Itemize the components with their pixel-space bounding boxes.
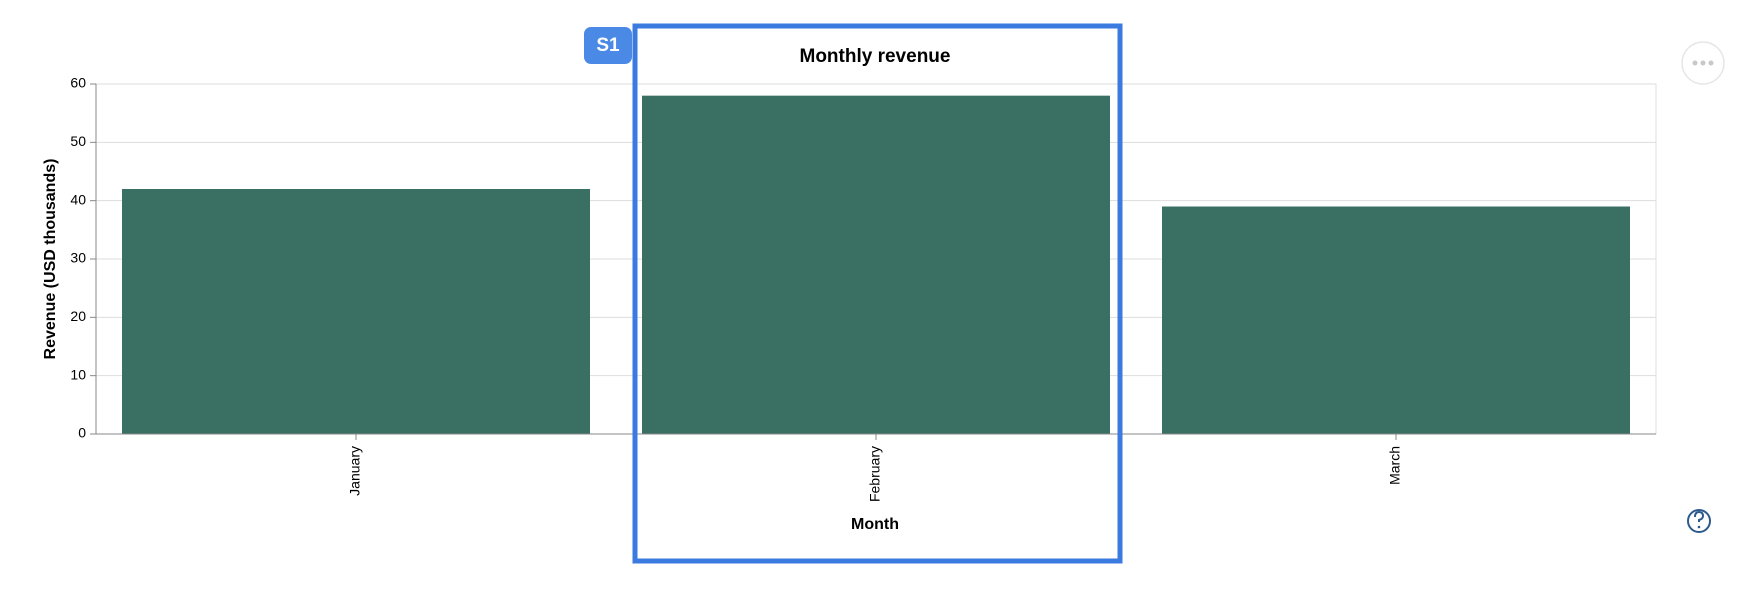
chart-title: Monthly revenue <box>800 46 951 67</box>
y-tick-label: 0 <box>78 425 86 441</box>
selection-box <box>632 23 1123 564</box>
y-tick-label: 30 <box>70 250 86 266</box>
y-tick-label: 40 <box>70 191 86 207</box>
y-tick-label: 60 <box>70 75 86 91</box>
bar <box>122 189 590 434</box>
selection-badge-label: S1 <box>596 35 620 56</box>
bar <box>1162 206 1630 434</box>
more-button[interactable] <box>1681 41 1725 85</box>
y-tick-label: 50 <box>70 133 86 149</box>
plot-area: 0 10 20 30 40 50 60 January February March <box>70 75 1657 502</box>
x-axis-label: Month <box>851 516 899 533</box>
x-tick-label: March <box>1387 446 1403 485</box>
y-axis-label: Revenue (USD thousands) <box>42 159 59 360</box>
x-tick-label: February <box>867 446 883 502</box>
y-tick-label: 20 <box>70 308 86 324</box>
selection-badge[interactable] <box>584 27 632 64</box>
y-tick-label: 10 <box>70 366 86 382</box>
bar <box>642 95 1110 435</box>
x-tick-label: January <box>347 446 363 496</box>
help-button[interactable] <box>1687 509 1711 533</box>
